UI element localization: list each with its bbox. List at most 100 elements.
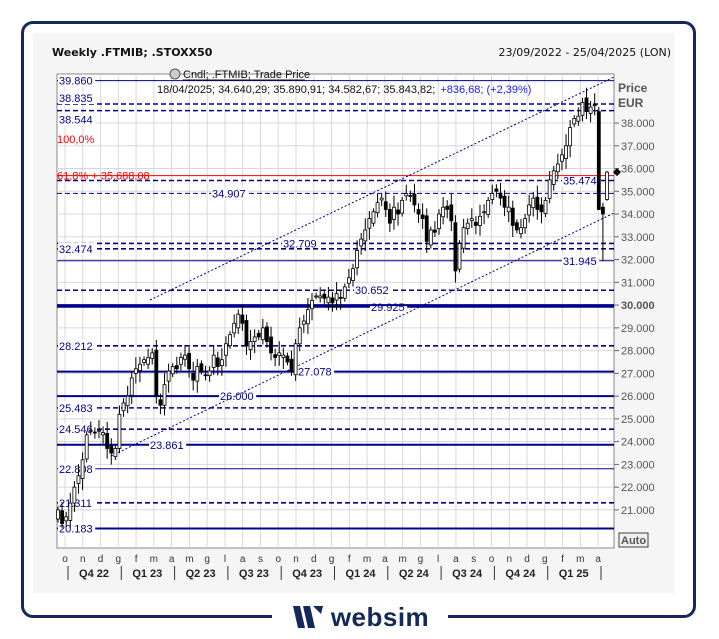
- websim-logo-icon: [292, 606, 323, 628]
- candle-body: [306, 309, 310, 325]
- candle-body: [183, 354, 187, 360]
- quarter-label: Q3 24: [452, 568, 483, 580]
- candle-body: [416, 209, 421, 215]
- candle-body: [543, 199, 548, 214]
- candle-body: [396, 209, 400, 215]
- month-label: n: [293, 554, 299, 565]
- candle-body: [232, 322, 237, 334]
- candle-body: [367, 218, 372, 229]
- candle-body: [154, 349, 159, 397]
- month-label: a: [240, 554, 246, 565]
- candle-body: [478, 215, 482, 226]
- candle-body: [285, 355, 290, 363]
- fibonacci-label: 61,8% + 35.688,08: [57, 171, 150, 183]
- auto-scale-button[interactable]: [618, 532, 649, 548]
- candle-body: [498, 192, 503, 199]
- month-label: g: [116, 554, 122, 565]
- candle-body: [424, 215, 429, 242]
- candle-body: [342, 286, 347, 299]
- quarter-label: Q1 24: [346, 568, 377, 580]
- level-label-bg: [219, 390, 257, 403]
- candle-body: [252, 336, 257, 342]
- candle-body: [519, 227, 523, 235]
- level-label: 35.474: [563, 175, 597, 187]
- y-tick-label: 25.000: [621, 414, 655, 426]
- candle-body: [457, 243, 462, 270]
- candle-body: [191, 372, 196, 381]
- axis-unit: EUR: [618, 96, 644, 110]
- candle-body: [314, 295, 319, 298]
- level-label: 24.546: [59, 424, 93, 436]
- candle-body: [244, 320, 249, 347]
- candle-body: [277, 352, 282, 357]
- y-tick-label: 22.000: [621, 482, 655, 494]
- candle-body: [76, 475, 81, 484]
- level-label: 39.860: [59, 76, 93, 88]
- candle-body: [297, 327, 302, 345]
- candle-body: [482, 211, 486, 214]
- candle-body: [535, 196, 540, 210]
- quarter-label: Q4 22: [79, 568, 109, 580]
- candle-body: [125, 395, 130, 407]
- level-label: 27.078: [298, 367, 332, 379]
- level-label: 34.907: [212, 188, 246, 200]
- candle-body: [240, 314, 245, 324]
- month-label: s: [471, 554, 476, 565]
- candle-body: [588, 106, 593, 114]
- candle-body: [68, 502, 73, 521]
- month-label: m: [185, 554, 193, 565]
- candle-body: [433, 229, 437, 233]
- y-tick-label: 32.000: [621, 255, 655, 267]
- candle-body: [555, 163, 560, 173]
- candle-body: [576, 115, 581, 122]
- candle-body: [547, 179, 552, 199]
- candle-body: [420, 214, 425, 219]
- candle-body: [195, 366, 200, 382]
- candle-body: [387, 209, 392, 224]
- candle-body: [596, 111, 601, 210]
- level-label-bg: [282, 237, 320, 250]
- candle-body: [105, 433, 110, 449]
- level-label-bg: [562, 174, 600, 187]
- candle-body: [551, 170, 556, 185]
- level-label-bg: [58, 113, 96, 126]
- y-tick-label: 26.000: [621, 391, 655, 403]
- auto-scale-label[interactable]: Auto: [621, 535, 646, 547]
- candle-body: [146, 357, 151, 365]
- candle-body: [281, 354, 286, 358]
- candle-body: [572, 118, 577, 125]
- level-label: 20.183: [59, 524, 93, 536]
- candle-body: [150, 352, 155, 359]
- candle-body: [506, 206, 511, 213]
- candle-body: [514, 222, 519, 231]
- month-label: a: [382, 554, 388, 565]
- candle-body: [490, 193, 495, 200]
- level-label-bg: [211, 187, 249, 200]
- candle-body: [592, 104, 597, 107]
- candle-body: [310, 300, 314, 310]
- plot-area: [56, 73, 615, 549]
- candle-body: [375, 202, 380, 214]
- month-label: g: [542, 554, 548, 565]
- candle-body: [224, 343, 228, 356]
- level-label-bg: [58, 522, 96, 535]
- candle-body: [564, 145, 568, 159]
- month-label: n: [80, 554, 86, 565]
- candle-body: [56, 509, 60, 520]
- level-label-bg: [58, 462, 96, 475]
- last-price-marker: [613, 168, 621, 177]
- level-label: 38.835: [59, 93, 93, 105]
- level-label: 32.709: [283, 238, 317, 250]
- level-label-bg: [297, 365, 335, 378]
- level-label-bg: [58, 423, 96, 436]
- candle-body: [322, 293, 327, 299]
- candle-body: [502, 195, 507, 208]
- change-info: +836,68; (+2,39%): [440, 84, 531, 96]
- candle-body: [117, 413, 122, 449]
- chart-title: Weekly .FTMIB; .STOXX50: [52, 46, 213, 59]
- candle-body: [379, 197, 384, 201]
- candle-body: [269, 336, 273, 354]
- month-label: m: [576, 554, 584, 565]
- level-label: 29.925: [371, 302, 405, 314]
